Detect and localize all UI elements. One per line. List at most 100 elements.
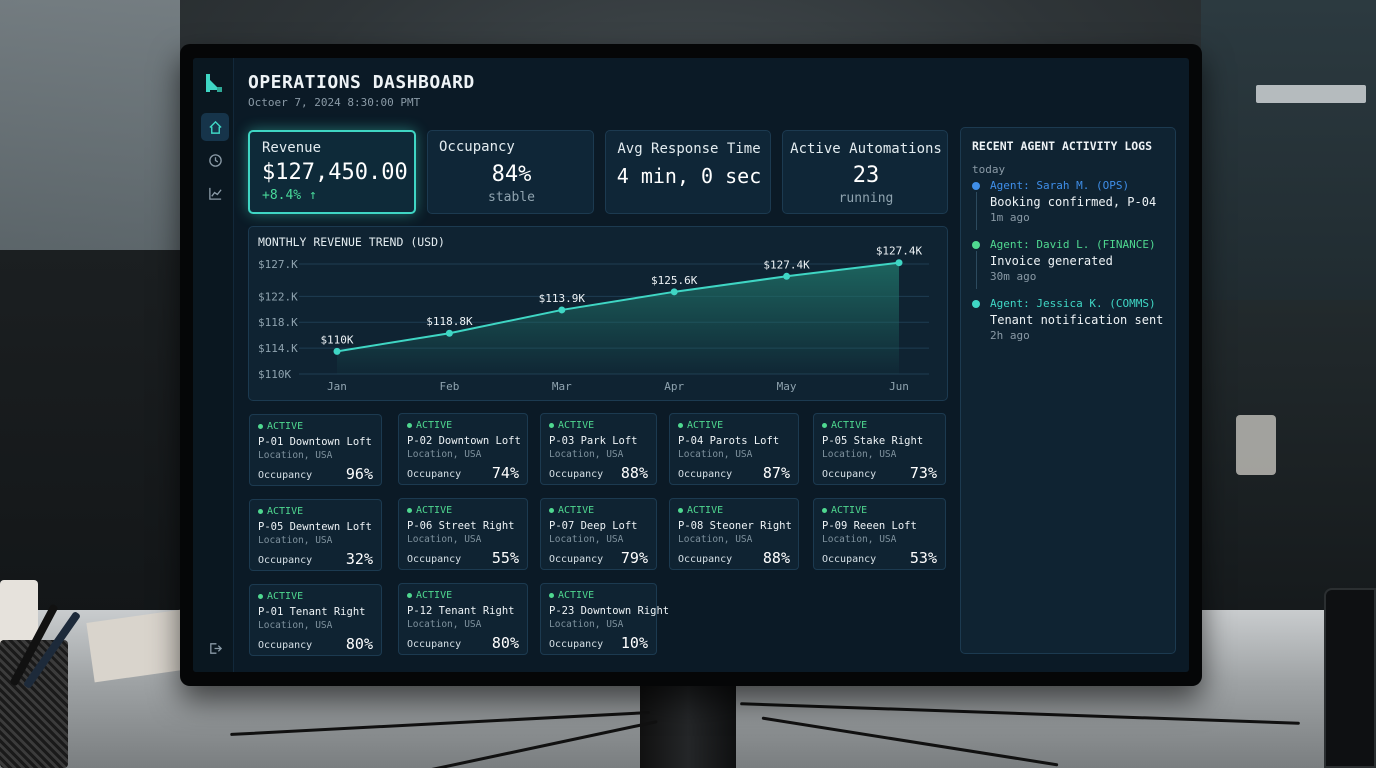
background-ceiling-light xyxy=(1256,85,1366,103)
kpi-card-automations[interactable]: Active Automations 23 running xyxy=(782,130,948,214)
home-icon xyxy=(208,120,222,134)
activity-message: Invoice generated xyxy=(990,254,1113,268)
sidebar-item-history[interactable] xyxy=(201,146,229,174)
chart-y-tick-label: $127.K xyxy=(258,258,298,271)
revenue-line-chart: $127.K $122.K $118.K $114.K $110K $110K Jan $11… xyxy=(258,245,929,393)
property-card[interactable]: ACTIVE P-03 Park Loft Location, USA Occupan… xyxy=(540,413,657,485)
sidebar-item-logout[interactable] xyxy=(201,634,229,662)
property-occupancy-label: Occupancy xyxy=(258,555,313,566)
property-occupancy-label: Occupancy xyxy=(549,639,604,650)
property-status-badge: ACTIVE xyxy=(258,506,303,517)
kpi-value: $127,450.00 xyxy=(262,160,408,185)
property-card[interactable]: ACTIVE P-05 Dewntewn Loft Location, USA Occ… xyxy=(249,499,382,571)
property-occupancy-label: Occupancy xyxy=(407,639,462,650)
property-occupancy-value: 80% xyxy=(491,634,519,652)
property-location: Location, USA xyxy=(549,619,624,630)
property-occupancy-label: Occupancy xyxy=(549,554,604,565)
property-occupancy-value: 73% xyxy=(909,464,937,482)
chart-x-tick-label: May xyxy=(777,380,797,393)
chart-x-tick-label: Apr xyxy=(664,380,684,393)
activity-time: 1m ago xyxy=(990,211,1030,224)
property-name: P-07 Deep Loft xyxy=(549,520,638,532)
kpi-label: Occupancy xyxy=(439,139,515,155)
property-occupancy-label: Occupancy xyxy=(258,470,313,481)
kpi-label: Avg Response Time xyxy=(617,141,761,157)
property-location: Location, USA xyxy=(258,450,333,461)
chart-x-tick-label: Jan xyxy=(327,380,347,393)
property-card[interactable]: ACTIVE P-02 Downtown Loft Location, USA Occ… xyxy=(398,413,528,485)
property-location: Location, USA xyxy=(822,449,897,460)
property-location: Location, USA xyxy=(407,534,482,545)
property-location: Location, USA xyxy=(407,449,482,460)
revenue-chart-panel: MONTHLY REVENUE TREND (USD) $127.K $122.K… xyxy=(248,226,948,401)
property-card[interactable]: ACTIVE P-08 Steoner Right Location, USA Occ… xyxy=(669,498,799,570)
property-status-badge: ACTIVE xyxy=(258,591,303,602)
activity-log-panel: RECENT AGENT ACTIVITY LOGS today Agent: … xyxy=(960,127,1176,654)
kpi-value: 84% xyxy=(491,162,532,187)
property-status-badge: ACTIVE xyxy=(407,590,452,601)
property-occupancy-value: 96% xyxy=(345,465,373,483)
chart-y-tick-label: $122.K xyxy=(258,290,298,303)
activity-timeline-line xyxy=(975,251,977,289)
background-speaker xyxy=(1236,415,1276,475)
property-occupancy-label: Occupancy xyxy=(822,469,877,480)
kpi-label: Active Automations xyxy=(790,141,942,157)
property-occupancy-value: 88% xyxy=(762,549,790,567)
property-location: Location, USA xyxy=(678,534,753,545)
kpi-card-revenue[interactable]: Revenue $127,450.00 +8.4% ↑ xyxy=(248,130,416,214)
property-occupancy-value: 55% xyxy=(491,549,519,567)
logout-icon xyxy=(209,642,222,654)
page-title: OPERATIONS DASHBOARD xyxy=(248,72,475,93)
property-status-badge: ACTIVE xyxy=(549,505,594,516)
property-name: P-09 Reeen Loft xyxy=(822,520,917,532)
property-card[interactable]: ACTIVE P-04 Parots Loft Location, USA Occup… xyxy=(669,413,799,485)
property-status-badge: ACTIVE xyxy=(258,421,303,432)
property-name: P-05 Dewntewn Loft xyxy=(258,521,372,533)
property-name: P-06 Street Right xyxy=(407,520,515,532)
property-card[interactable]: ACTIVE P-09 Reeen Loft Location, USA Occupa… xyxy=(813,498,946,570)
property-card[interactable]: ACTIVE P-23 Downtown Right Location, USA Oc… xyxy=(540,583,669,655)
property-card[interactable]: ACTIVE P-12 Tenant Right Location, USA Occu… xyxy=(398,583,528,655)
sidebar-item-home[interactable] xyxy=(201,113,229,141)
activity-group-label: today xyxy=(972,163,1006,176)
chart-data-point xyxy=(895,259,903,267)
chart-x-tick-label: Feb xyxy=(439,380,459,393)
activity-message: Tenant notification sent xyxy=(990,313,1164,327)
property-name: P-12 Tenant Right xyxy=(407,605,515,617)
chart-area-fill xyxy=(337,262,899,374)
kpi-sub: running xyxy=(838,191,894,206)
property-name: P-08 Steoner Right xyxy=(678,520,792,532)
property-card[interactable]: ACTIVE P-07 Deep Loft Location, USA Occupan… xyxy=(540,498,657,570)
chart-y-tick-label: $118.K xyxy=(258,316,298,329)
property-name: P-04 Parots Loft xyxy=(678,435,780,447)
kpi-card-response-time[interactable]: Avg Response Time 4 min, 0 sec xyxy=(605,130,771,214)
chart-data-point xyxy=(670,288,678,296)
activity-status-dot xyxy=(972,241,980,249)
activity-status-dot xyxy=(972,300,980,308)
property-card[interactable]: ACTIVE P-01 Downtown Loft Location, USA Occ… xyxy=(249,414,382,486)
property-card[interactable]: ACTIVE P-06 Street Right Location, USA Occu… xyxy=(398,498,528,570)
property-name: P-23 Downtown Right xyxy=(549,605,670,617)
chart-title: MONTHLY REVENUE TREND (USD) xyxy=(258,235,445,249)
activity-agent: Agent: Jessica K. (COMMS) xyxy=(990,297,1156,310)
chart-y-tick-label: $110K xyxy=(258,368,291,381)
chart-data-label: $118.8K xyxy=(426,315,473,328)
background-shelf-right xyxy=(1201,300,1376,630)
kpi-card-occupancy[interactable]: Occupancy 84% stable xyxy=(427,130,594,214)
clock-icon xyxy=(208,153,222,167)
chart-data-point xyxy=(783,272,791,280)
property-occupancy-value: 80% xyxy=(345,635,373,653)
property-card[interactable]: ACTIVE P-01 Tenant Right Location, USA Occu… xyxy=(249,584,382,656)
sidebar xyxy=(193,58,234,672)
property-card[interactable]: ACTIVE P-05 Stake Right Location, USA Occup… xyxy=(813,413,946,485)
activity-timeline-line xyxy=(975,192,977,230)
activity-agent: Agent: David L. (FINANCE) xyxy=(990,238,1156,251)
pen-holder xyxy=(0,640,68,768)
sidebar-item-analytics[interactable] xyxy=(201,179,229,207)
monitor-stand xyxy=(640,684,736,768)
chart-data-label: $127.4K xyxy=(763,258,810,271)
activity-title: RECENT AGENT ACTIVITY LOGS xyxy=(972,139,1153,153)
property-occupancy-label: Occupancy xyxy=(822,554,877,565)
chart-data-label: $125.6K xyxy=(651,274,698,287)
property-name: P-01 Tenant Right xyxy=(258,606,366,618)
